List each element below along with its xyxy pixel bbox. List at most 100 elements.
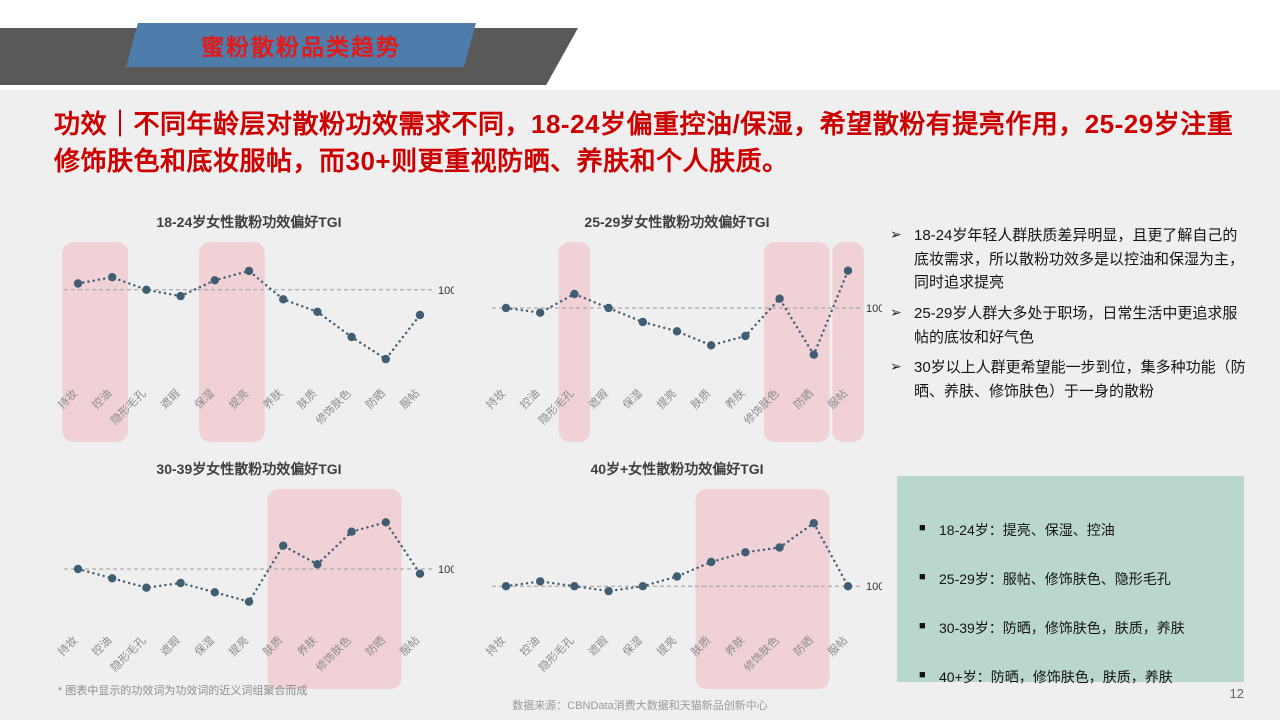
data-point (775, 543, 784, 552)
square-bullet-icon: ■ (919, 522, 926, 534)
reference-label: 100 (866, 303, 882, 315)
headline: 功效｜不同年龄层对散粉功效需求不同，18-24岁偏重控油/保湿，希望散粉有提亮作… (54, 109, 1234, 176)
data-point (73, 279, 83, 288)
data-point (381, 354, 390, 364)
insight-text: 25-29岁人群大多处于职场，日常生活中更追求服帖的底妆和好气色 (914, 305, 1238, 346)
x-axis-label: 持妆 (483, 633, 508, 658)
highlight-band (199, 242, 265, 442)
summary-box: ■ 18-24岁：提亮、保湿、控油 ■ 25-29岁：服帖、修饰肤色、隐形毛孔 ■ 30-… (897, 476, 1244, 685)
data-point (108, 574, 117, 583)
data-point (142, 583, 151, 592)
data-point (707, 341, 716, 350)
reference-label: 100 (866, 581, 882, 593)
data-point (313, 307, 322, 316)
x-axis-label: 保湿 (619, 633, 644, 658)
x-axis-label: 服帖 (397, 387, 422, 412)
highlight-band (695, 489, 830, 689)
data-point (638, 317, 647, 327)
square-bullet-icon: ■ (919, 669, 926, 681)
data-point (347, 332, 356, 342)
data-point (741, 331, 750, 341)
data-point (415, 569, 425, 578)
x-axis-label: 遮瑕 (585, 633, 610, 658)
data-point (775, 294, 784, 303)
x-axis-label: 提亮 (654, 633, 679, 658)
x-axis-label: 隐形毛孔 (536, 634, 576, 674)
summary-item: ■ 30-39岁：防晒，修饰肤色，肤质，养肤 (919, 618, 1222, 638)
chart-title: 18-24岁女性散粉功效偏好TGI (156, 214, 342, 230)
insight-text: 30岁以上人群更希望能一步到位，集多种功能（防晒、养肤、修饰肤色）于一身的散粉 (914, 359, 1246, 401)
arrow-bullet-icon: ➢ (890, 358, 902, 375)
insight-list: ➢ 18-24岁年轻人群肤质差异明显，且更了解自己的底妆需求，所以散粉功效多是以控… (890, 224, 1248, 411)
data-point (843, 582, 853, 591)
data-point (381, 518, 390, 527)
insight-item: ➢ 25-29岁人群大多处于职场，日常生活中更追求服帖的底妆和好气色 (890, 302, 1248, 349)
data-point (707, 557, 716, 567)
data-point (313, 560, 322, 569)
x-axis-label: 遮瑕 (157, 633, 182, 658)
x-axis-label: 养肤 (722, 386, 747, 411)
banner-title: 蜜粉散粉品类趋势 (201, 34, 401, 60)
x-axis-label: 持妆 (55, 633, 80, 658)
data-point (210, 276, 219, 285)
summary-item: ■ 40+岁：防晒，修饰肤色，肤质，养肤 (919, 667, 1222, 687)
chart-card-1: 18-24岁女性散粉功效偏好TGI 100 持妆 控油 隐形毛孔 遮瑕 保湿 提亮 养肤 肤质 修饰… (44, 212, 456, 453)
chart-card-4: 40岁+女性散粉功效偏好TGI 100 持妆 控油 隐形毛孔 遮瑕 保湿 提亮 肤质 养肤 修饰肤色… (472, 459, 884, 700)
square-bullet-icon: ■ (919, 620, 926, 632)
footnote: * 图表中显示的功效词为功效词的近义词组聚合而成 (58, 685, 308, 697)
data-point (536, 308, 545, 317)
square-bullet-icon: ■ (919, 571, 926, 583)
highlight-band (62, 242, 128, 442)
data-point (672, 572, 682, 581)
highlight-band (763, 242, 830, 442)
data-point (672, 327, 682, 336)
data-point (210, 588, 219, 597)
arrow-bullet-icon: ➢ (890, 226, 902, 242)
data-point (73, 564, 83, 574)
data-point (142, 285, 151, 294)
chart-title: 40岁+女性散粉功效偏好TGI (590, 461, 764, 477)
page-number: 12 (1229, 686, 1244, 701)
insight-item: ➢ 30岁以上人群更希望能一步到位，集多种功能（防晒、养肤、修饰肤色）于一身的散粉 (890, 356, 1248, 403)
data-point (638, 582, 647, 591)
data-point (108, 273, 117, 282)
x-axis-label: 控油 (89, 633, 114, 658)
summary-item: ■ 18-24岁：提亮、保湿、控油 (919, 520, 1222, 540)
data-point (176, 291, 185, 301)
data-point (501, 582, 511, 591)
reference-label: 100 (438, 564, 454, 576)
source-note: 数据来源：CBNData消费大数据和天猫新品创新中心 (512, 700, 768, 712)
category-banner: 蜜粉散粉品类趋势 (126, 23, 476, 67)
data-point (843, 266, 853, 275)
x-axis-label: 持妆 (483, 386, 508, 411)
summary-text: 30-39岁：防晒，修饰肤色，肤质，养肤 (939, 620, 1185, 636)
summary-item: ■ 25-29岁：服帖、修饰肤色、隐形毛孔 (919, 569, 1222, 589)
data-point (604, 586, 613, 596)
summary-text: 18-24岁：提亮、保湿、控油 (939, 522, 1115, 538)
charts-grid: 18-24岁女性散粉功效偏好TGI 100 持妆 控油 隐形毛孔 遮瑕 保湿 提亮 养肤 肤质 修饰… (44, 212, 886, 700)
x-axis-label: 保湿 (619, 386, 644, 411)
data-point (741, 548, 750, 557)
highlight-band (267, 489, 402, 689)
data-point (244, 266, 254, 276)
data-point (176, 578, 185, 588)
data-point (279, 541, 288, 550)
insight-item: ➢ 18-24岁年轻人群肤质差异明显，且更了解自己的底妆需求，所以散粉功效多是以控… (890, 224, 1248, 295)
data-point (570, 289, 579, 299)
reference-label: 100 (438, 285, 454, 297)
data-point (501, 303, 511, 313)
x-axis-label: 遮瑕 (157, 386, 182, 411)
data-point (279, 295, 288, 304)
x-axis-label: 保湿 (191, 633, 216, 658)
x-axis-label: 防晒 (362, 386, 387, 411)
x-axis-label: 肤质 (294, 386, 319, 411)
arrow-bullet-icon: ➢ (890, 304, 902, 321)
chart-title: 30-39岁女性散粉功效偏好TGI (156, 461, 342, 477)
x-axis-label: 控油 (517, 633, 542, 658)
data-point (809, 350, 818, 359)
insight-text: 18-24岁年轻人群肤质差异明显，且更了解自己的底妆需求，所以散粉功效多是以控油… (914, 227, 1245, 292)
